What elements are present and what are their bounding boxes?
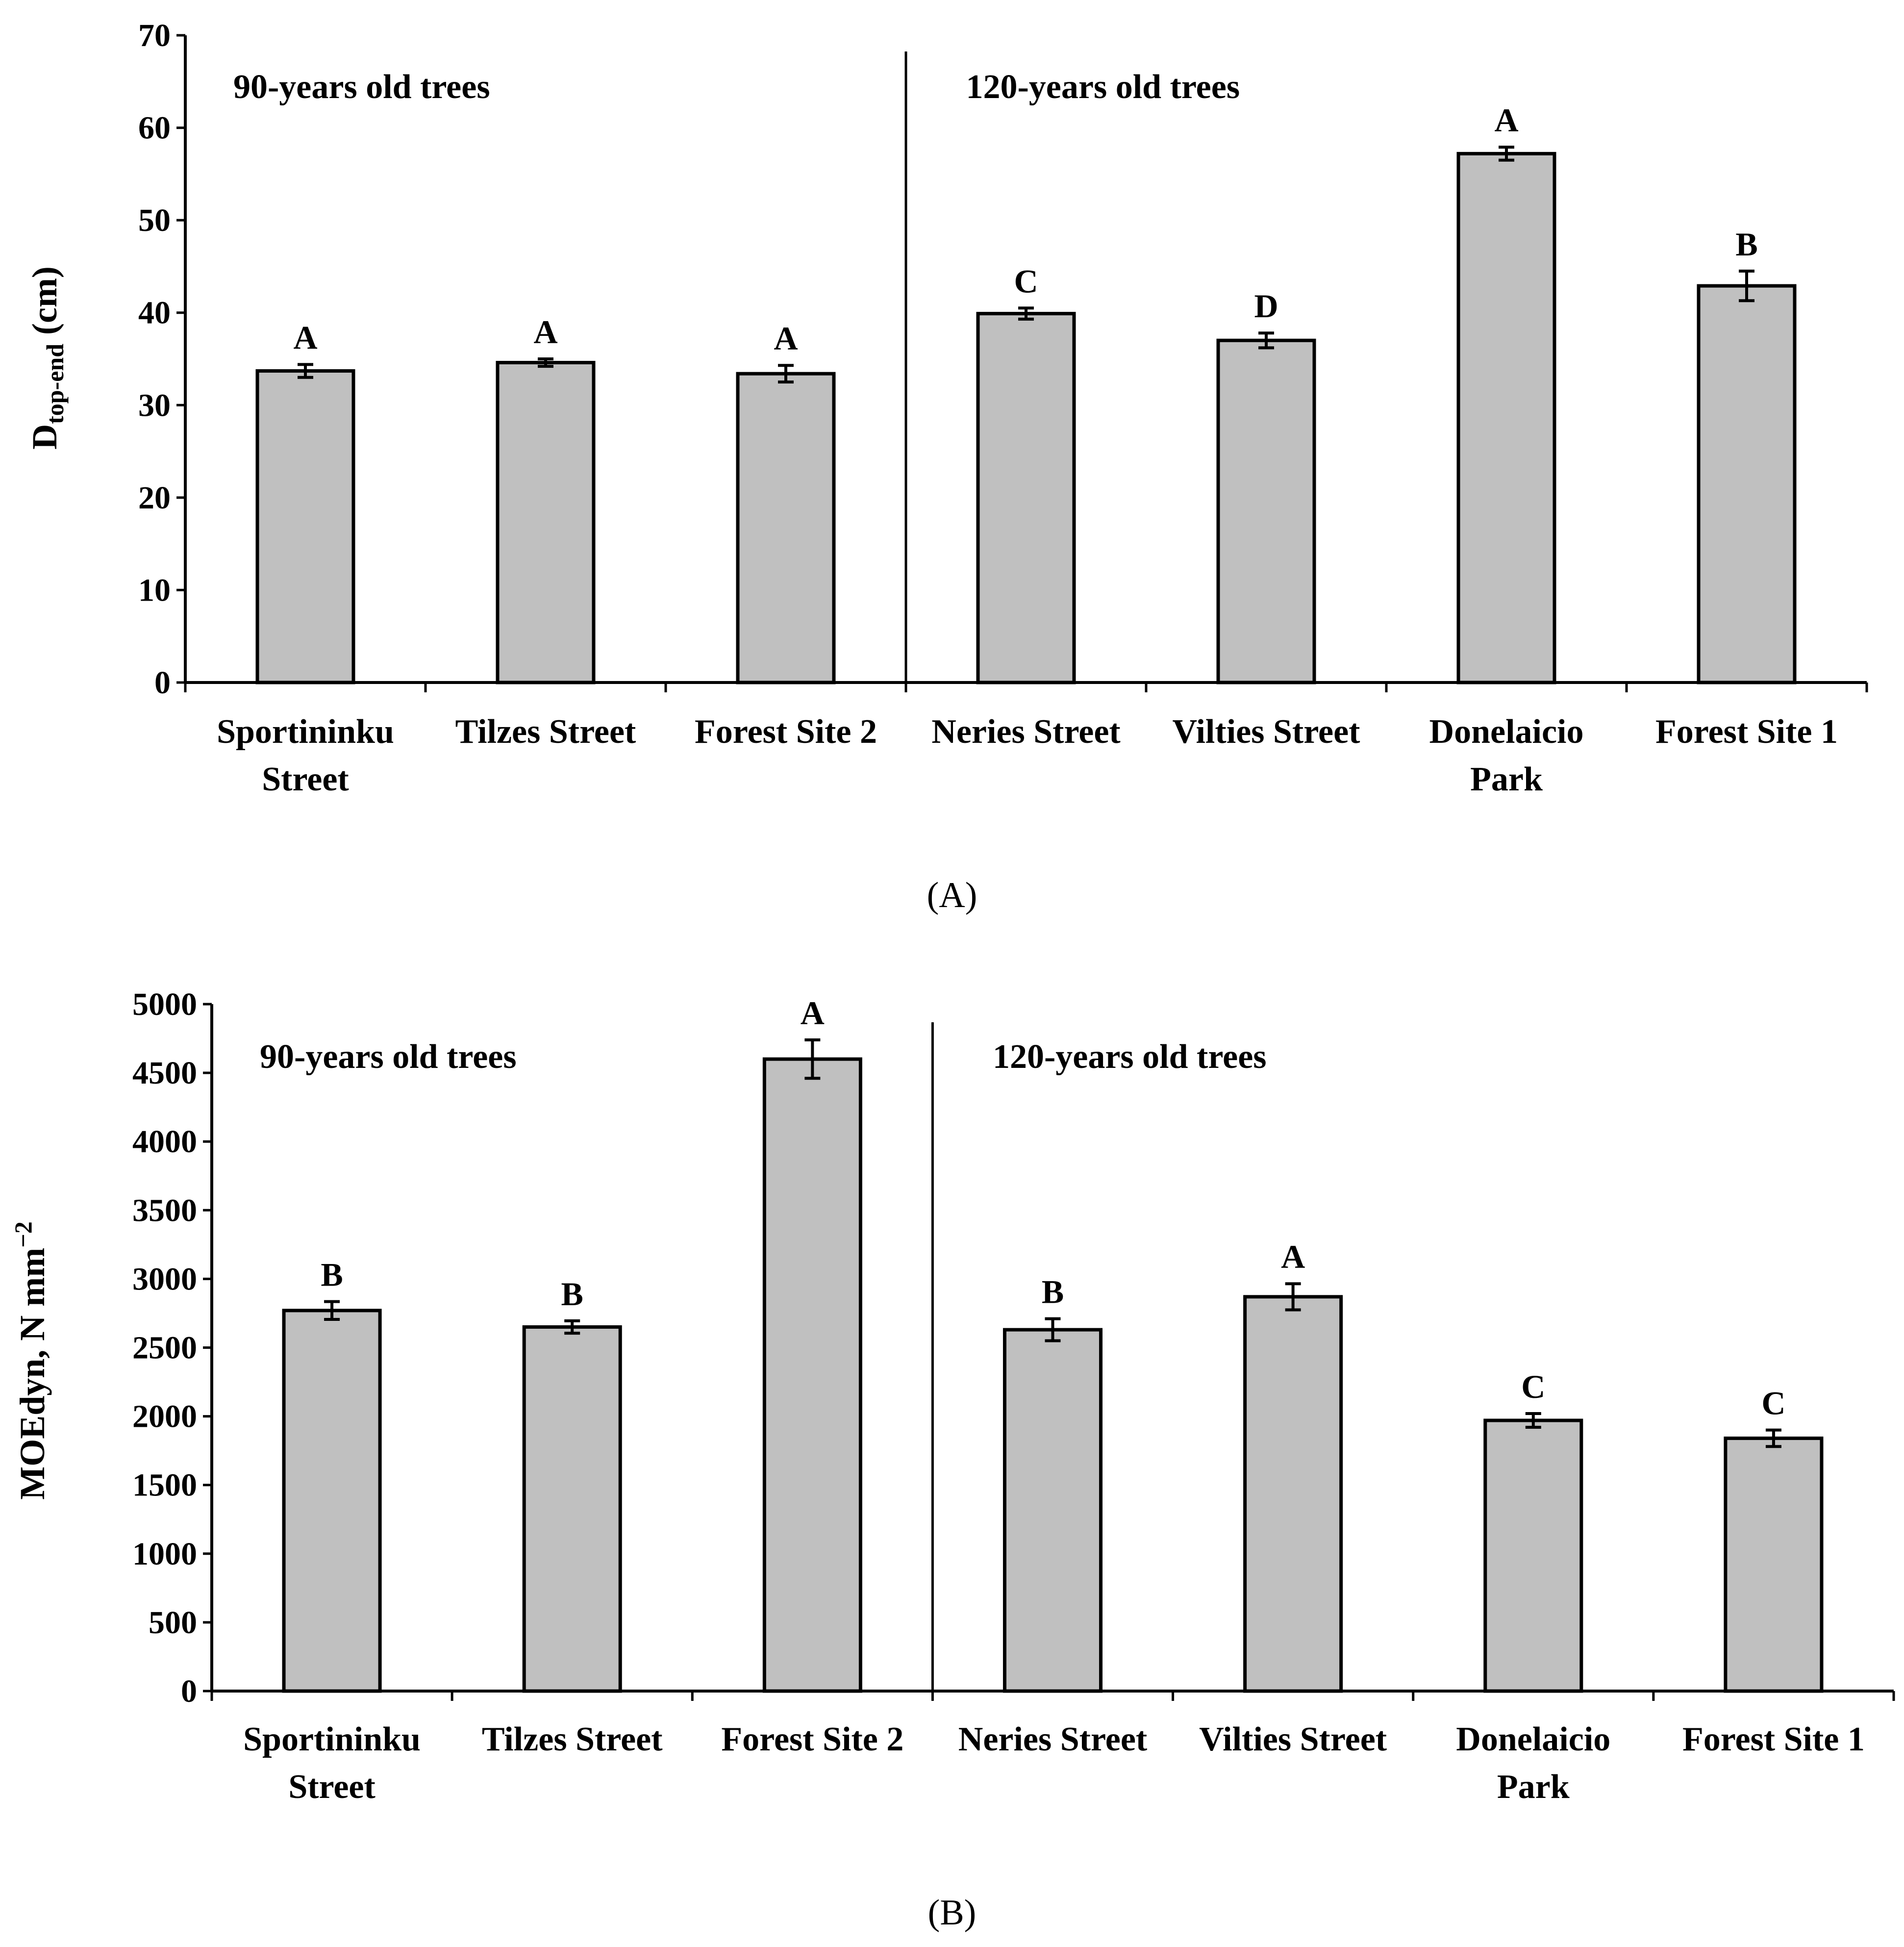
- bar: [282, 1309, 382, 1693]
- significance-letter: A: [293, 319, 317, 356]
- bar: [736, 372, 836, 684]
- y-axis-label-main: MOEdyn, N mm: [13, 1248, 52, 1500]
- bar: [762, 1057, 862, 1693]
- category-label: Forest Site 2: [721, 1720, 903, 1758]
- significance-letter: C: [1521, 1368, 1545, 1405]
- significance-letter: A: [801, 994, 825, 1032]
- category-label: Neries Street: [958, 1720, 1147, 1758]
- y-axis-label: Dtop-end (cm): [25, 266, 69, 450]
- y-tick-label: 30: [138, 387, 171, 423]
- y-tick-label: 1000: [132, 1536, 197, 1572]
- significance-letter: A: [533, 313, 557, 351]
- y-tick-label: 40: [138, 295, 171, 331]
- category-label: Donelaicio: [1456, 1720, 1610, 1758]
- category-label: Park: [1497, 1768, 1570, 1806]
- panel-caption: (B): [928, 1893, 977, 1933]
- category-label: Forest Site 1: [1682, 1720, 1865, 1758]
- y-tick-label: 4500: [132, 1055, 197, 1091]
- y-axis-label-main: D: [25, 424, 64, 450]
- significance-letter: A: [1281, 1238, 1305, 1275]
- group-label-90-years: 90-years old trees: [260, 1038, 517, 1076]
- significance-letter: B: [321, 1256, 343, 1293]
- y-tick-label: 60: [138, 110, 171, 146]
- bar: [522, 1325, 622, 1693]
- bar: [1724, 1436, 1824, 1693]
- bar: [1243, 1295, 1343, 1693]
- y-tick-label: 10: [138, 572, 171, 608]
- y-tick-label: 500: [149, 1605, 197, 1641]
- category-label: Sportininku: [243, 1720, 421, 1758]
- category-label: Sportininku: [217, 713, 394, 751]
- y-axis-label-unit: (cm): [25, 266, 64, 344]
- y-tick-label: 5000: [132, 986, 197, 1022]
- category-label: Forest Site 1: [1655, 713, 1838, 751]
- y-axis-label-subscript: top-end: [41, 344, 69, 424]
- category-label: Forest Site 2: [695, 713, 877, 751]
- bar: [1456, 152, 1556, 684]
- y-tick-label: 20: [138, 480, 171, 516]
- significance-letter: B: [1735, 226, 1757, 263]
- bar: [1216, 338, 1316, 684]
- y-tick-label: 50: [138, 202, 171, 238]
- bar: [976, 312, 1076, 684]
- y-tick-label: 1500: [132, 1467, 197, 1503]
- y-tick-label: 3500: [132, 1192, 197, 1228]
- category-label: Tilzes Street: [455, 713, 636, 751]
- significance-letter: C: [1761, 1385, 1785, 1422]
- y-axis-label-superscript: −2: [9, 1221, 37, 1248]
- bar: [496, 361, 596, 684]
- y-tick-label: 2000: [132, 1399, 197, 1435]
- category-label: Park: [1470, 760, 1543, 798]
- category-label: Tilzes Street: [482, 1720, 663, 1758]
- significance-letter: A: [774, 320, 798, 357]
- significance-letter: D: [1254, 287, 1278, 325]
- bar: [255, 369, 355, 684]
- bar: [1697, 284, 1797, 684]
- group-label-90-years: 90-years old trees: [233, 68, 490, 106]
- category-label: Vilties Street: [1199, 1720, 1387, 1758]
- significance-letter: B: [561, 1275, 583, 1313]
- group-label-120-years: 120-years old trees: [993, 1038, 1267, 1076]
- category-label: Donelaicio: [1429, 713, 1584, 751]
- group-label-120-years: 120-years old trees: [966, 68, 1240, 106]
- category-label: Street: [288, 1768, 376, 1806]
- bar: [1483, 1418, 1583, 1693]
- category-label: Neries Street: [931, 713, 1120, 751]
- y-tick-label: 0: [181, 1673, 197, 1709]
- y-tick-label: 3000: [132, 1261, 197, 1297]
- y-tick-label: 2500: [132, 1330, 197, 1366]
- chart-panel-a: 0 10 20 30 40 50 60 70 90-years old trees 120-yea…: [25, 18, 1868, 915]
- y-tick-label: 0: [154, 665, 171, 701]
- y-axis-label: MOEdyn, N mm−2: [9, 1221, 52, 1500]
- significance-letter: C: [1014, 262, 1038, 300]
- panel-caption: (A): [927, 875, 977, 915]
- significance-letter: B: [1042, 1273, 1064, 1311]
- significance-letter: A: [1494, 101, 1518, 139]
- y-tick-label: 70: [138, 18, 171, 53]
- y-tick-label: 4000: [132, 1124, 197, 1160]
- category-label: Vilties Street: [1173, 713, 1360, 751]
- bar: [1002, 1328, 1103, 1693]
- chart-panel-b: 0 500 1000 1500 2000 2500 3000 3500 4000 4500 5000…: [9, 986, 1895, 1933]
- category-label: Street: [262, 760, 349, 798]
